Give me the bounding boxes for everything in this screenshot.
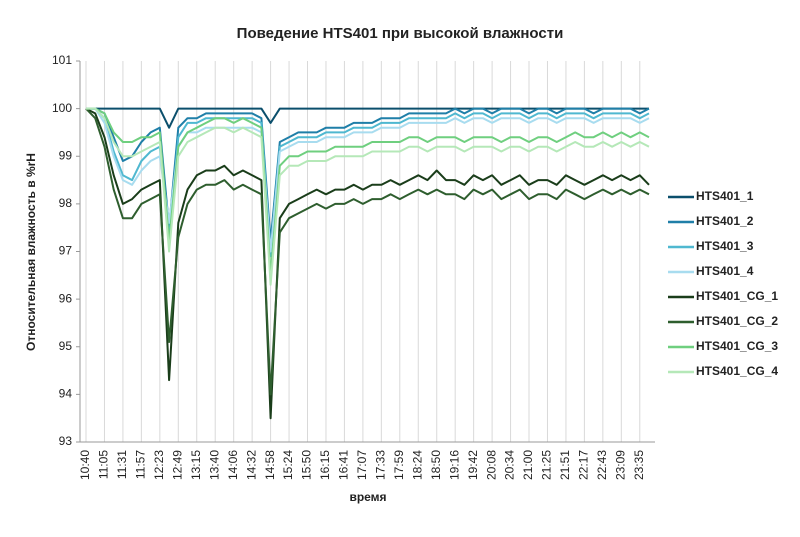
y-tick-label: 101	[52, 53, 72, 67]
legend-label: HTS401_4	[696, 264, 754, 278]
y-tick-label: 99	[59, 148, 73, 162]
chart-title: Поведение HTS401 при высокой влажности	[237, 25, 564, 42]
x-tick-label: 18:24	[410, 450, 424, 480]
legend-label: HTS401_CG_3	[696, 339, 778, 353]
y-tick-label: 97	[59, 244, 73, 258]
x-tick-label: 20:34	[503, 450, 517, 480]
y-tick-label: 98	[59, 196, 73, 210]
x-tick-label: 22:43	[595, 450, 609, 480]
series-line	[86, 107, 650, 258]
x-tick-label: 21:51	[558, 450, 572, 480]
x-tick-label: 23:35	[632, 450, 646, 480]
x-tick-label: 17:33	[374, 450, 388, 480]
x-tick-label: 15:50	[300, 450, 314, 480]
x-tick-label: 16:41	[337, 450, 351, 480]
x-tick-label: 17:59	[392, 450, 406, 480]
legend-label: HTS401_1	[696, 189, 754, 203]
x-tick-label: 14:06	[226, 450, 240, 480]
x-tick-label: 13:15	[189, 450, 203, 480]
y-tick-label: 95	[59, 339, 73, 353]
x-tick-label: 13:40	[207, 450, 221, 480]
y-tick-label: 100	[52, 101, 72, 115]
y-tick-label: 96	[59, 291, 73, 305]
x-tick-label: 17:07	[355, 450, 369, 480]
x-tick-label: 12:23	[152, 450, 166, 480]
x-tick-label: 23:09	[613, 450, 627, 480]
legend-label: HTS401_CG_1	[696, 289, 778, 303]
x-tick-label: 12:49	[170, 450, 184, 480]
x-tick-label: 18:50	[429, 450, 443, 480]
x-tick-label: 21:25	[540, 450, 554, 480]
x-tick-label: 11:31	[115, 450, 129, 479]
x-tick-label: 14:58	[263, 450, 277, 480]
x-tick-label: 20:08	[484, 450, 498, 480]
x-tick-label: 22:17	[577, 450, 591, 480]
y-axis-title: Относительная влажность в %rH	[24, 153, 38, 351]
x-tick-label: 19:42	[466, 450, 480, 480]
series-line	[86, 107, 650, 277]
x-tick-label: 15:24	[281, 450, 295, 480]
series-line	[86, 107, 650, 286]
x-tick-label: 11:05	[97, 450, 111, 479]
series-line	[86, 107, 650, 243]
legend-label: HTS401_3	[696, 239, 754, 253]
x-tick-label: 21:00	[521, 450, 535, 480]
legend-label: HTS401_2	[696, 214, 754, 228]
y-tick-label: 93	[59, 434, 73, 448]
x-tick-label: 10:40	[78, 450, 92, 480]
x-tick-label: 11:57	[134, 450, 148, 479]
x-tick-label: 16:15	[318, 450, 332, 480]
x-tick-label: 19:16	[447, 450, 461, 480]
series-line	[85, 107, 650, 420]
y-tick-label: 94	[59, 387, 73, 401]
series-line	[86, 107, 649, 129]
x-axis-title: время	[349, 490, 386, 504]
legend-label: HTS401_CG_2	[696, 314, 778, 328]
series-line	[85, 107, 650, 396]
x-tick-label: 14:32	[244, 450, 258, 480]
legend-label: HTS401_CG_4	[696, 364, 778, 378]
